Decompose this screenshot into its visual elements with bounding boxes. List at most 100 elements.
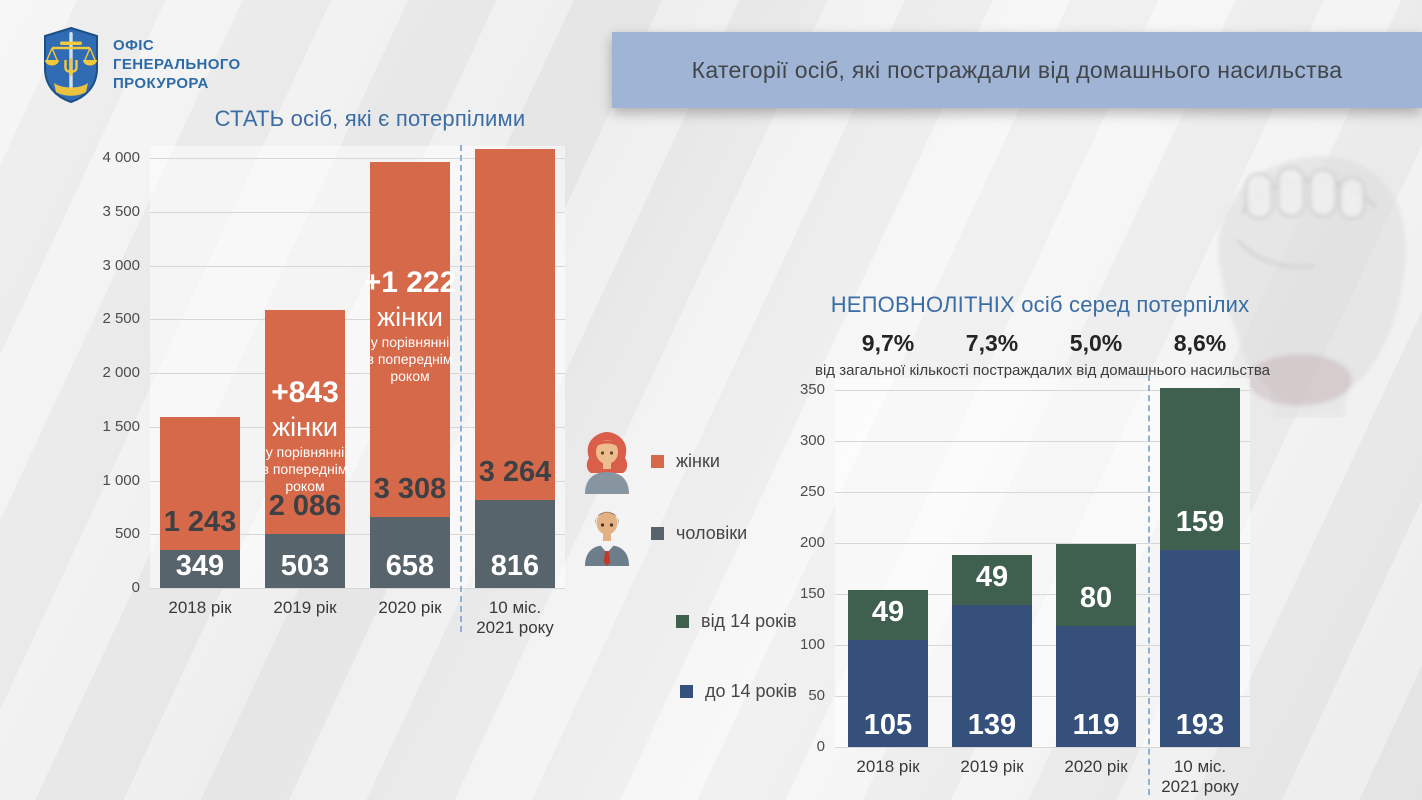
bar-segment	[952, 555, 1032, 606]
annotation-word: жінки	[272, 411, 338, 442]
annotation-note: у порівнянні	[370, 333, 450, 350]
grid-line	[150, 426, 565, 428]
bar-segment	[1160, 550, 1240, 747]
y-tick-label: 0	[816, 738, 825, 755]
bar-value-label: 503	[280, 550, 330, 582]
bar-value-label: 80	[1079, 581, 1113, 614]
annotation-note: з попереднім	[262, 460, 348, 477]
bar-annotation: +1 222 жінки у порівнянні з попереднім роком	[358, 265, 462, 385]
bar-segment	[1056, 625, 1136, 747]
y-tick-label: 1 000	[102, 471, 140, 489]
bar-value-label: 349	[175, 550, 225, 582]
bar-value-label: 3 308	[373, 473, 447, 506]
y-tick-label: 250	[799, 483, 825, 500]
gender-chart-title: СТАТЬ осіб, які є потерпілими	[214, 106, 526, 131]
percent-label: 9,7%	[861, 330, 915, 356]
legend-label-over14: від 14 років	[701, 611, 797, 631]
grid-line	[150, 534, 565, 536]
percent-label: 8,6%	[1173, 330, 1227, 356]
y-tick-label: 150	[799, 585, 825, 602]
percent-label: 5,0%	[1069, 330, 1123, 356]
fist-image	[1218, 156, 1406, 418]
grid-line	[835, 390, 1250, 391]
legend-item-under14: до 14 років	[680, 681, 797, 702]
bar-segment	[265, 533, 345, 588]
woman-avatar-icon	[585, 432, 629, 494]
bar-segment	[370, 161, 450, 518]
bar-value-label: 119	[1072, 709, 1120, 741]
logo-line-3: ПРОКУРОРА	[113, 75, 209, 92]
minors-chart-title: НЕПОВНОЛІТНІХ осіб серед потерпілих	[830, 292, 1250, 317]
bar-value-label: 159	[1175, 506, 1225, 539]
y-tick-label: 500	[114, 525, 140, 543]
y-tick-label: 2 000	[102, 364, 140, 381]
grid-line	[150, 373, 565, 374]
bar-value-label: 193	[1175, 709, 1225, 741]
bar-value-label: 1 243	[163, 506, 237, 539]
y-tick-label: 3 500	[102, 202, 140, 220]
bar-segment	[160, 550, 240, 588]
y-tick-label: 350	[799, 381, 825, 398]
grid-line	[150, 480, 565, 482]
men-swatch	[651, 526, 664, 540]
grid-line	[835, 543, 1250, 544]
minors-chart: 0 50 100 150 200 250 300 350 105 49 2018 рік 139 49 2…	[790, 320, 1305, 800]
y-tick-label: 200	[799, 534, 825, 551]
annotation-delta: +843	[271, 375, 339, 409]
annotation-delta: +1 222	[363, 265, 457, 299]
bar-segment	[265, 309, 345, 534]
logo-line-2: ГЕНЕРАЛЬНОГО	[113, 56, 241, 73]
annotation-note: з попереднім	[367, 350, 453, 367]
y-tick-label: 3 000	[102, 256, 140, 274]
legend-label-women: жінки	[676, 450, 720, 471]
y-tick-label: 100	[799, 636, 825, 653]
prosecutor-logo: ОФІС ГЕНЕРАЛЬНОГО ПРОКУРОРА	[40, 26, 241, 104]
x-axis-label: 10 міс. 2021 року	[1161, 757, 1239, 796]
y-tick-label: 4 000	[102, 149, 140, 166]
bar-value-label: 816	[490, 550, 540, 582]
bar-segment	[370, 517, 450, 588]
percent-caption: від загальної кількості постраждалих від…	[815, 362, 1270, 379]
x-axis-label: 2019 рік	[273, 598, 337, 617]
legend-item-over14: від 14 років	[676, 611, 797, 632]
over14-swatch	[676, 615, 689, 628]
bar-value-label: 105	[863, 709, 913, 741]
grid-line	[835, 594, 1250, 595]
annotation-note: у порівнянні	[265, 443, 345, 460]
separator-line	[460, 145, 462, 632]
logo-line-1: ОФІС	[113, 37, 155, 54]
x-axis-label: 2019 рік	[960, 757, 1024, 776]
y-tick-label: 50	[808, 687, 825, 704]
annotation-note: роком	[390, 367, 430, 384]
bar-value-label: 2 086	[268, 489, 342, 522]
grid-line	[150, 211, 565, 213]
separator-line	[1148, 375, 1150, 795]
annotation-word: жінки	[377, 301, 443, 332]
bar-segment	[475, 149, 555, 501]
grid-line	[835, 492, 1250, 493]
bar-annotation: +843 жінки у порівнянні з попереднім роком	[253, 375, 357, 495]
x-axis-label: 10 міс. 2021 року	[476, 598, 554, 637]
legend-item-women: жінки	[575, 428, 720, 494]
x-axis-label: 2020 рік	[1064, 757, 1128, 776]
grid-line	[150, 265, 565, 267]
bar-segment	[160, 416, 240, 551]
bar-segment	[1056, 544, 1136, 626]
grid-line	[150, 319, 565, 321]
legend-label-under14: до 14 років	[705, 681, 797, 701]
prosecutor-emblem-icon	[44, 26, 98, 104]
grid-line	[835, 696, 1250, 697]
page-title-bar: Категорії осіб, які постраждали від дома…	[612, 32, 1422, 108]
y-tick-label: 1 500	[102, 417, 140, 435]
gender-chart: 0 500 1 000 1 500 2 000 2 500 3 000 3 500 4 000 3…	[88, 140, 593, 655]
bar-segment	[1160, 387, 1240, 551]
page-title: Категорії осіб, які постраждали від дома…	[691, 56, 1343, 83]
bar-segment	[848, 589, 928, 640]
grid-line	[835, 645, 1250, 646]
y-tick-label: 2 500	[102, 310, 140, 328]
x-axis-label: 2020 рік	[378, 598, 442, 617]
y-tick-label: 0	[131, 579, 140, 596]
bar-segment	[952, 605, 1032, 747]
grid-line	[150, 588, 565, 589]
